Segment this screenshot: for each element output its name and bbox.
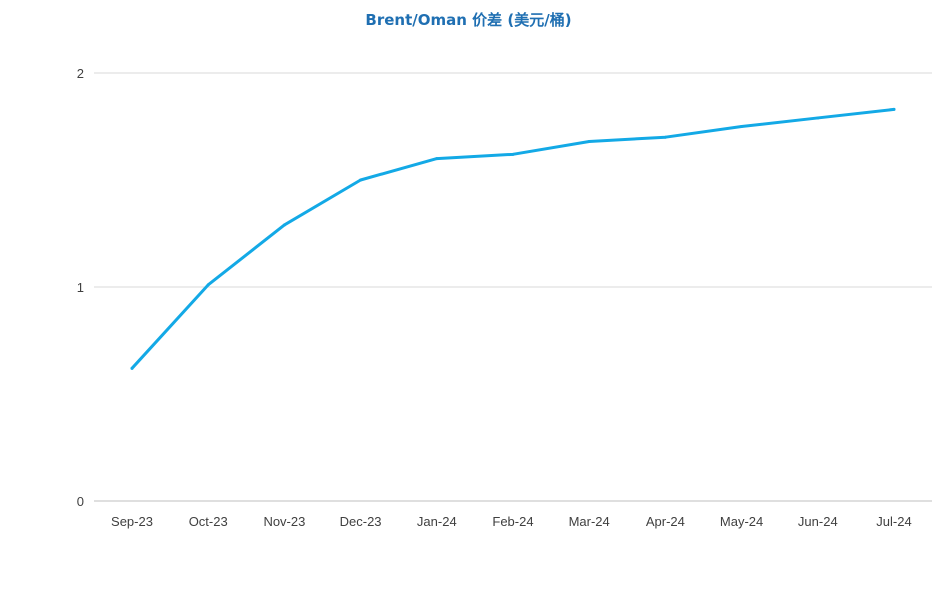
data-point [587,139,591,143]
x-axis-ticks: Sep-23 Oct-23 Nov-23 Dec-23 Jan-24 Feb-24 Mar-… [111,514,912,529]
data-point [892,107,896,111]
data-point [740,125,744,128]
x-tick-label: May-24 [720,514,763,529]
y-tick-label: 0 [77,494,84,509]
x-tick-label: Jan-24 [417,514,457,529]
series-group [130,107,896,370]
y-tick-label: 1 [77,280,84,295]
x-tick-label: Oct-23 [189,514,228,529]
x-tick-label: Jul-24 [876,514,911,529]
y-tick-label: 2 [77,66,84,81]
x-tick-label: Dec-23 [340,514,382,529]
data-point [663,135,667,139]
data-point [282,223,286,227]
x-tick-label: Nov-23 [263,514,305,529]
chart-title: Brent/Oman 价差 (美元/桶) [365,11,572,29]
data-point [206,283,210,287]
data-point [130,366,134,370]
x-tick-label: Mar-24 [569,514,610,529]
gridlines [94,72,932,288]
series-line-0 [130,107,896,370]
x-tick-label: Apr-24 [646,514,685,529]
x-tick-label: Jun-24 [798,514,838,529]
y-axis-ticks: 0 1 2 [77,66,84,509]
data-point [816,116,820,120]
data-point [435,157,439,161]
data-point [359,178,363,182]
x-tick-label: Sep-23 [111,514,153,529]
x-tick-label: Feb-24 [492,514,533,529]
data-point [511,152,515,156]
